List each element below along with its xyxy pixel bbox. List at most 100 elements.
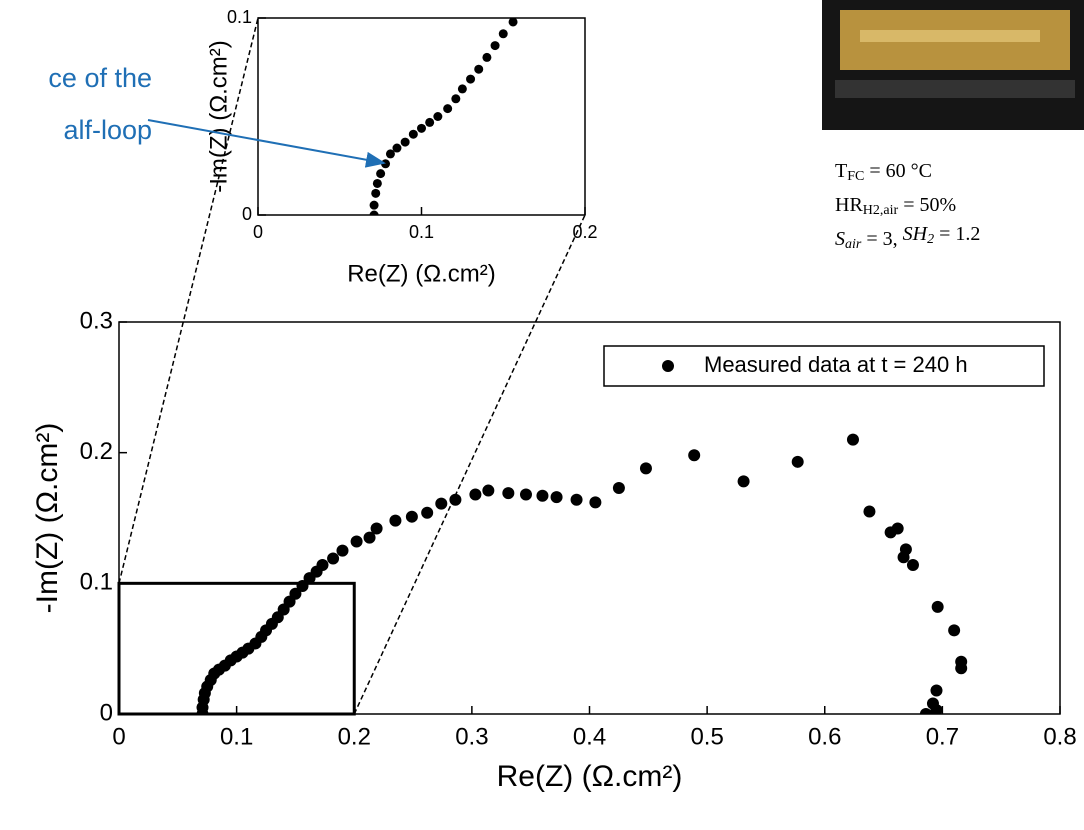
point [906, 559, 919, 572]
x-tick-label: 0.8 [1043, 723, 1076, 750]
zoom-connector [118, 17, 259, 584]
point [376, 169, 386, 179]
point [528, 0, 537, 5]
point [791, 455, 804, 468]
point [433, 112, 443, 121]
point [371, 188, 381, 198]
point [425, 117, 435, 127]
point [930, 684, 943, 697]
condition: TFC = 60 °C [835, 160, 932, 185]
point [421, 506, 434, 519]
point [930, 704, 943, 714]
condition-text: = 60 °C [864, 160, 932, 182]
point [490, 41, 500, 51]
points [196, 433, 968, 714]
x-tick-label: 0.1 [409, 222, 434, 242]
zoom-connector [353, 214, 586, 715]
y-tick-label: 0.3 [80, 307, 113, 334]
point [897, 551, 910, 564]
axes-box [118, 321, 1061, 715]
condition-text: = 50% [898, 194, 956, 216]
point [417, 123, 426, 133]
x-axis-label: Re(Z) (Ω.cm²) [347, 260, 496, 287]
legend-label: Measured data at t = 240 h [704, 352, 968, 377]
x-tick-label: 0 [253, 222, 263, 242]
point [381, 159, 391, 169]
x-tick-label: 0.4 [573, 723, 606, 750]
point [955, 662, 968, 675]
point [919, 708, 932, 714]
point [443, 104, 453, 114]
x-tick-label: 0.5 [690, 723, 723, 750]
point [482, 52, 492, 62]
point [316, 559, 329, 572]
y-tick-label: 0.1 [227, 7, 252, 27]
legend-marker [662, 360, 674, 372]
point [405, 510, 418, 523]
condition: Sair = 3, SH2 = 1.2 [835, 223, 980, 253]
point [891, 522, 904, 535]
point [435, 497, 448, 510]
y-tick-label: 0 [242, 204, 252, 224]
condition-subscript: 2 [927, 232, 934, 247]
point [457, 84, 467, 94]
annotation: alf-loop [63, 115, 152, 145]
x-tick-label: 0.2 [572, 222, 597, 242]
condition-text: = 3, [861, 228, 902, 250]
point [688, 449, 701, 462]
point [508, 18, 518, 27]
point [372, 178, 382, 188]
annotation: ce of the [48, 63, 152, 93]
x-tick-label: 0.3 [455, 723, 488, 750]
point [482, 484, 495, 497]
point [570, 493, 583, 506]
y-tick-label: 0.1 [80, 569, 113, 596]
axes-box [257, 17, 586, 216]
point [408, 129, 418, 139]
condition-text: = 1.2 [934, 223, 980, 245]
point [948, 624, 961, 637]
point [469, 488, 482, 501]
x-tick-label: 0.6 [808, 723, 841, 750]
point [498, 29, 508, 39]
condition-text: HR [835, 194, 863, 216]
photo [822, 0, 1084, 130]
condition-subscript: H2,air [863, 203, 899, 218]
x-tick-label: 0 [112, 723, 125, 750]
point [289, 587, 302, 600]
point [550, 491, 563, 504]
point [451, 94, 461, 104]
point [400, 137, 410, 147]
y-tick-label: 0.2 [80, 438, 113, 465]
condition-text: S [835, 228, 845, 250]
x-axis-label: Re(Z) (Ω.cm²) [497, 760, 683, 793]
point [389, 514, 402, 527]
y-axis-label: -Im(Z) (Ω.cm²) [31, 423, 64, 614]
point [327, 552, 340, 565]
condition-text: T [835, 160, 847, 182]
x-tick-label: 0.1 [220, 723, 253, 750]
point [519, 488, 532, 501]
point [502, 487, 515, 500]
condition-text: SH [903, 223, 929, 245]
point [846, 433, 859, 446]
point [363, 531, 376, 544]
point [370, 522, 383, 535]
condition-subscript: air [845, 237, 862, 252]
point [466, 74, 476, 84]
point [369, 210, 379, 215]
point [385, 149, 395, 159]
x-tick-label: 0.7 [926, 723, 959, 750]
condition: HRH2,air = 50% [835, 194, 956, 219]
legend-box [603, 345, 1045, 387]
point [612, 481, 625, 494]
y-tick-label: 0 [100, 699, 113, 726]
point [369, 200, 379, 210]
point [589, 496, 602, 509]
point [639, 462, 652, 475]
x-tick-label: 0.2 [338, 723, 371, 750]
point [737, 475, 750, 488]
point [336, 544, 349, 557]
point [931, 600, 944, 613]
